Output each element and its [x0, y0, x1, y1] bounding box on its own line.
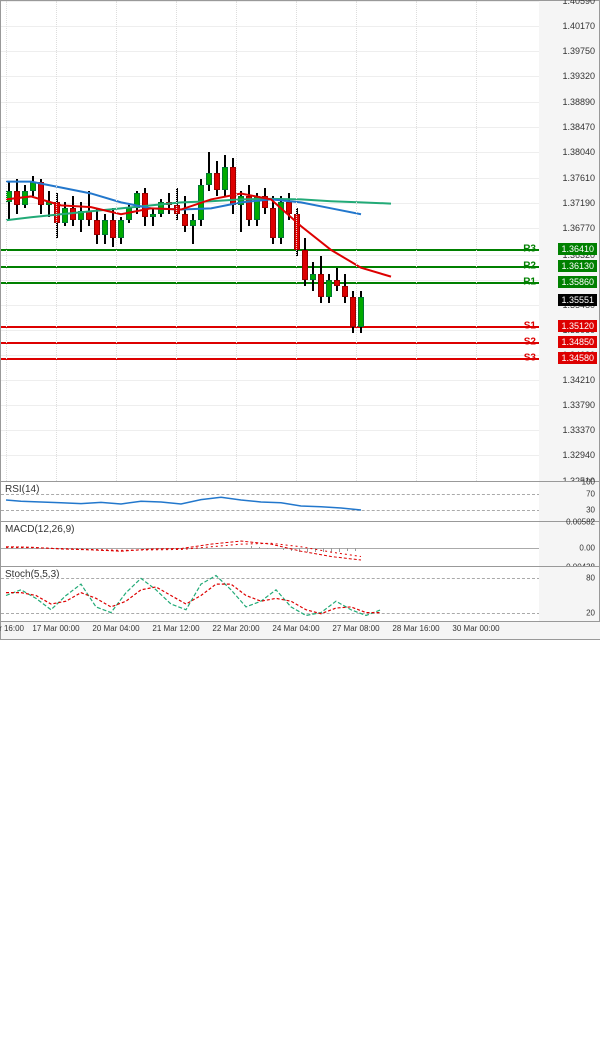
macd-tick: 0.00 — [579, 543, 595, 552]
sr-label-r1: R1 — [523, 276, 536, 287]
x-tick-label: 30 Mar 00:00 — [452, 624, 499, 633]
macd-panel[interactable]: MACD(12,26,9) — [1, 521, 541, 566]
y-tick-label: 1.39320 — [562, 71, 595, 81]
rsi-tick: 70 — [586, 490, 595, 499]
sr-label-r2: R2 — [523, 260, 536, 271]
sr-price-tag: 1.36130 — [558, 260, 597, 272]
sr-label-r3: R3 — [523, 244, 536, 255]
y-tick-label: 1.32940 — [562, 450, 595, 460]
y-tick-label: 1.37610 — [562, 173, 595, 183]
y-tick-label: 1.40170 — [562, 21, 595, 31]
sr-label-s2: S2 — [524, 336, 536, 347]
x-axis: Mar 16:00 17 Mar 00:00 20 Mar 04:00 21 Mar … — [1, 621, 600, 639]
macd-y-axis: 0.005820.00-0.00438 — [539, 521, 599, 566]
x-tick-label: 24 Mar 04:00 — [272, 624, 319, 633]
sr-price-tag: 1.35120 — [558, 320, 597, 332]
y-tick-label: 1.33370 — [562, 425, 595, 435]
chart-container: R3R2R1S1S2S3 1.325101.329401.333701.3379… — [0, 0, 600, 640]
x-tick-label: 22 Mar 20:00 — [212, 624, 259, 633]
macd-label: MACD(12,26,9) — [5, 524, 74, 535]
x-tick-label: 28 Mar 16:00 — [392, 624, 439, 633]
x-tick-label: 20 Mar 04:00 — [92, 624, 139, 633]
x-tick-label: Mar 16:00 — [0, 624, 24, 633]
x-tick-label: 17 Mar 00:00 — [32, 624, 79, 633]
y-tick-label: 1.38890 — [562, 97, 595, 107]
y-tick-label: 1.33790 — [562, 400, 595, 410]
stoch-tick: 80 — [586, 574, 595, 583]
current-price-tag: 1.35551 — [558, 294, 597, 306]
sr-price-tag: 1.34580 — [558, 352, 597, 364]
y-tick-label: 1.38470 — [562, 122, 595, 132]
rsi-tick: 100 — [582, 478, 595, 487]
y-tick-label: 1.34210 — [562, 375, 595, 385]
y-tick-label: 1.38040 — [562, 147, 595, 157]
rsi-y-axis: 03070100 — [539, 481, 599, 521]
sr-price-tag: 1.34850 — [558, 336, 597, 348]
x-tick-label: 21 Mar 12:00 — [152, 624, 199, 633]
sr-label-s1: S1 — [524, 320, 536, 331]
rsi-panel[interactable]: RSI(14) — [1, 481, 541, 521]
sr-price-tag: 1.35860 — [558, 276, 597, 288]
y-tick-label: 1.37190 — [562, 198, 595, 208]
price-panel[interactable]: R3 R2 R1 S1 S2 S3 — [1, 1, 541, 481]
macd-tick: 0.00582 — [566, 518, 595, 527]
stoch-panel[interactable]: Stoch(5,5,3) — [1, 566, 541, 623]
rsi-tick: 30 — [586, 506, 595, 515]
price-y-axis: 1.325101.329401.333701.337901.342101.346… — [539, 1, 599, 481]
y-tick-label: 1.39750 — [562, 46, 595, 56]
y-tick-label: 1.40590 — [562, 0, 595, 6]
sr-label-s3: S3 — [524, 353, 536, 364]
stoch-y-axis: 2080 — [539, 566, 599, 623]
y-tick-label: 1.36770 — [562, 223, 595, 233]
sr-price-tag: 1.36410 — [558, 243, 597, 255]
stoch-tick: 20 — [586, 608, 595, 617]
x-tick-label: 27 Mar 08:00 — [332, 624, 379, 633]
